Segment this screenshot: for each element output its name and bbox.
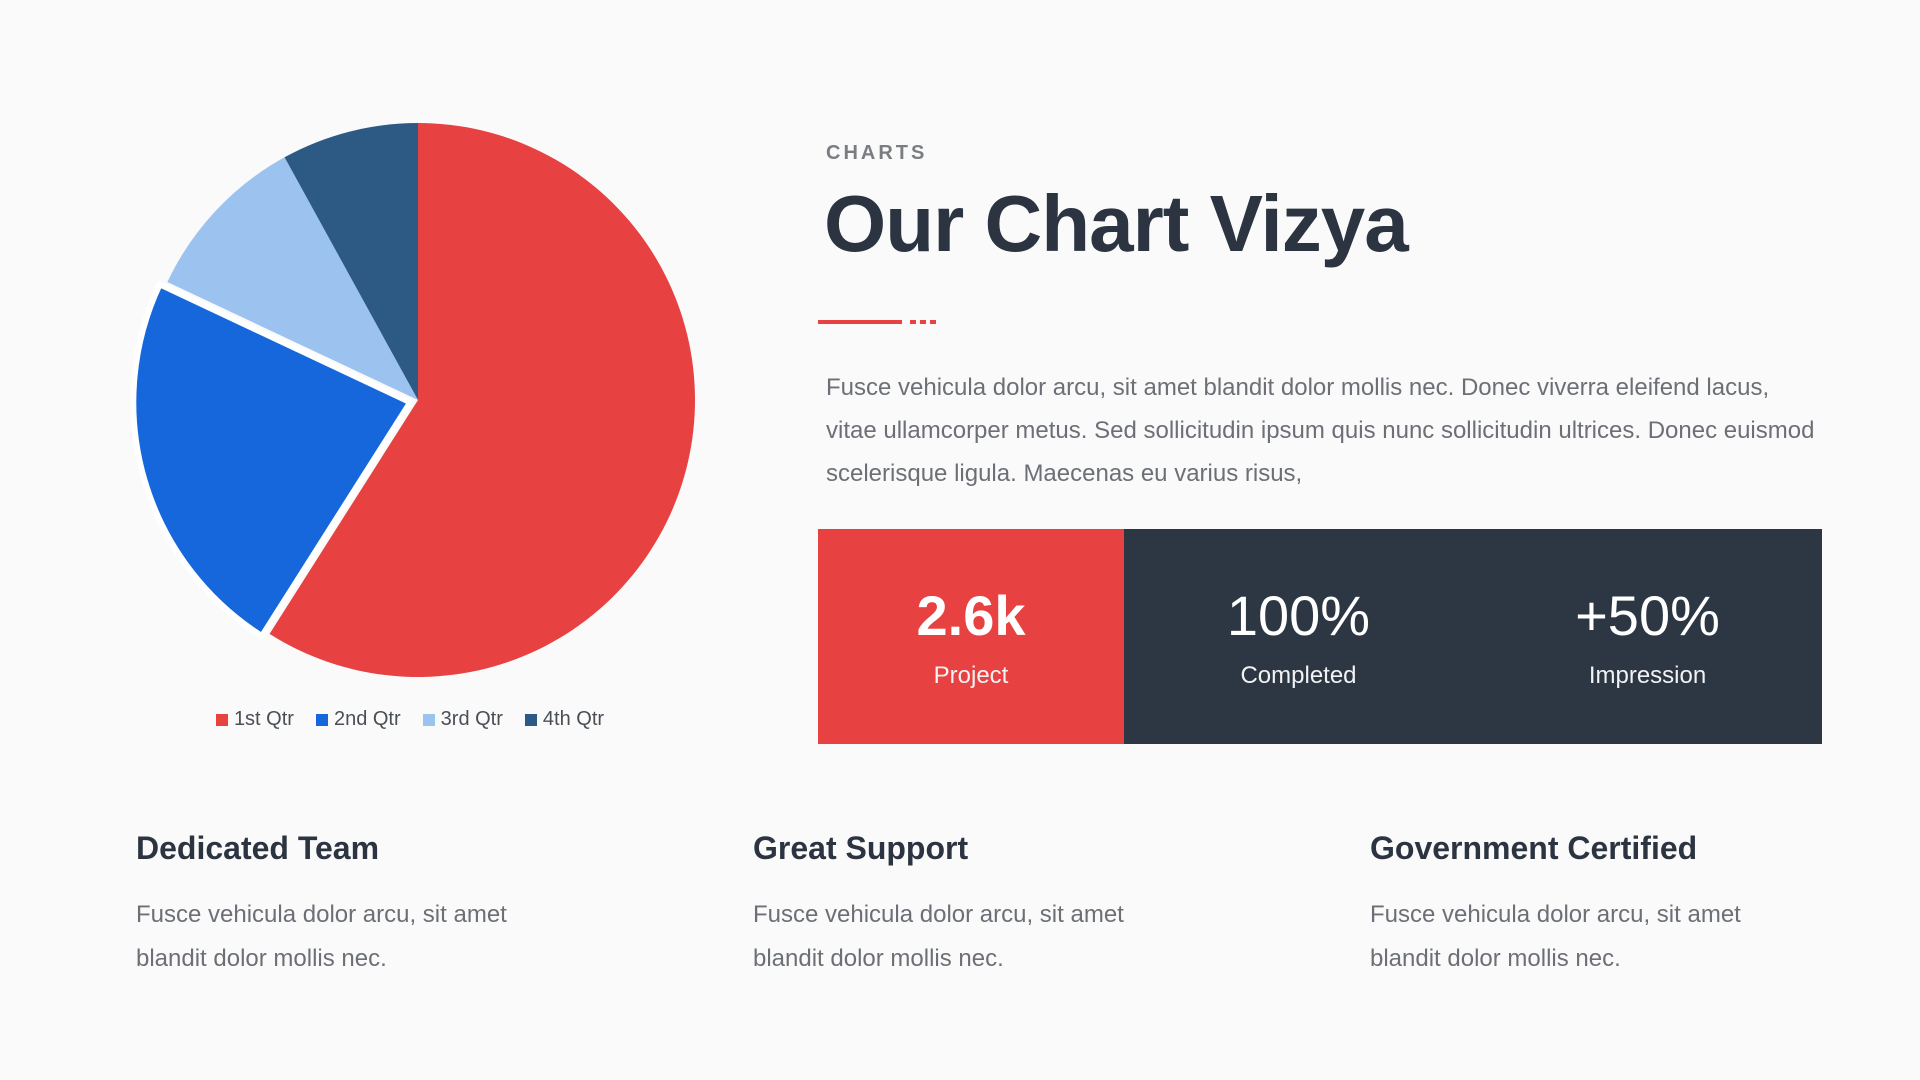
feature-text: Fusce vehicula dolor arcu, sit amet blan… bbox=[136, 901, 507, 972]
stat-value: 2.6k bbox=[916, 583, 1026, 647]
pie-slice-4th-qtr bbox=[284, 123, 418, 400]
legend-item-q1: 1st Qtr bbox=[215, 708, 294, 731]
feature-text: Fusce vehicula dolor arcu, sit amet blan… bbox=[753, 901, 1124, 972]
title-underline bbox=[818, 320, 902, 324]
feature-government-certified: Government Certified Fusce vehicula dolo… bbox=[1370, 830, 1830, 981]
legend-label-q4: 4th Qtr bbox=[542, 708, 605, 730]
legend-swatch-q3 bbox=[422, 713, 435, 726]
stat-value: 100% bbox=[1226, 583, 1371, 647]
stat-value: +50% bbox=[1575, 583, 1720, 647]
section-eyebrow: CHARTS bbox=[826, 142, 928, 164]
feature-dedicated-team: Dedicated Team Fusce vehicula dolor arcu… bbox=[136, 830, 596, 981]
legend-swatch-q2 bbox=[315, 713, 328, 726]
legend-swatch-q1 bbox=[215, 713, 228, 726]
legend-item-q4: 4th Qtr bbox=[524, 708, 605, 731]
chart-legend: 1st Qtr 2nd Qtr 3rd Qtr 4th Qtr bbox=[110, 708, 710, 731]
legend-item-q3: 3rd Qtr bbox=[422, 708, 503, 731]
legend-label-q2: 2nd Qtr bbox=[333, 708, 401, 730]
legend-label-q1: 1st Qtr bbox=[233, 708, 294, 730]
stats-dark-panel: 100% Completed +50% Impression bbox=[1124, 529, 1822, 744]
pie-slice-2nd-qtr bbox=[130, 281, 414, 640]
stat-label: Project bbox=[933, 661, 1009, 689]
pie-slice-1st-qtr bbox=[269, 123, 696, 677]
page-title: Our Chart Vizya bbox=[824, 179, 1409, 268]
stat-label: Impression bbox=[1588, 661, 1707, 689]
pie-slice-3rd-qtr bbox=[167, 157, 418, 400]
pie-chart: 1st Qtr 2nd Qtr 3rd Qtr 4th Qtr bbox=[110, 110, 710, 750]
pie-chart-svg bbox=[130, 123, 696, 677]
stat-impression: +50% Impression bbox=[1473, 529, 1822, 744]
stats-band: 2.6k Project 100% Completed +50% Impress… bbox=[818, 529, 1822, 744]
feature-title: Great Support bbox=[753, 830, 969, 866]
legend-item-q2: 2nd Qtr bbox=[315, 708, 401, 731]
feature-title: Government Certified bbox=[1370, 830, 1698, 866]
legend-label-q3: 3rd Qtr bbox=[440, 708, 503, 730]
title-underline-dashes bbox=[910, 320, 938, 324]
stat-label: Completed bbox=[1240, 661, 1357, 689]
intro-paragraph: Fusce vehicula dolor arcu, sit amet blan… bbox=[826, 374, 1815, 487]
stat-projects: 2.6k Project bbox=[818, 529, 1124, 744]
feature-title: Dedicated Team bbox=[136, 830, 380, 866]
feature-great-support: Great Support Fusce vehicula dolor arcu,… bbox=[753, 830, 1213, 981]
feature-text: Fusce vehicula dolor arcu, sit amet blan… bbox=[1370, 901, 1741, 972]
legend-swatch-q4 bbox=[524, 713, 537, 726]
stat-completed: 100% Completed bbox=[1124, 529, 1473, 744]
